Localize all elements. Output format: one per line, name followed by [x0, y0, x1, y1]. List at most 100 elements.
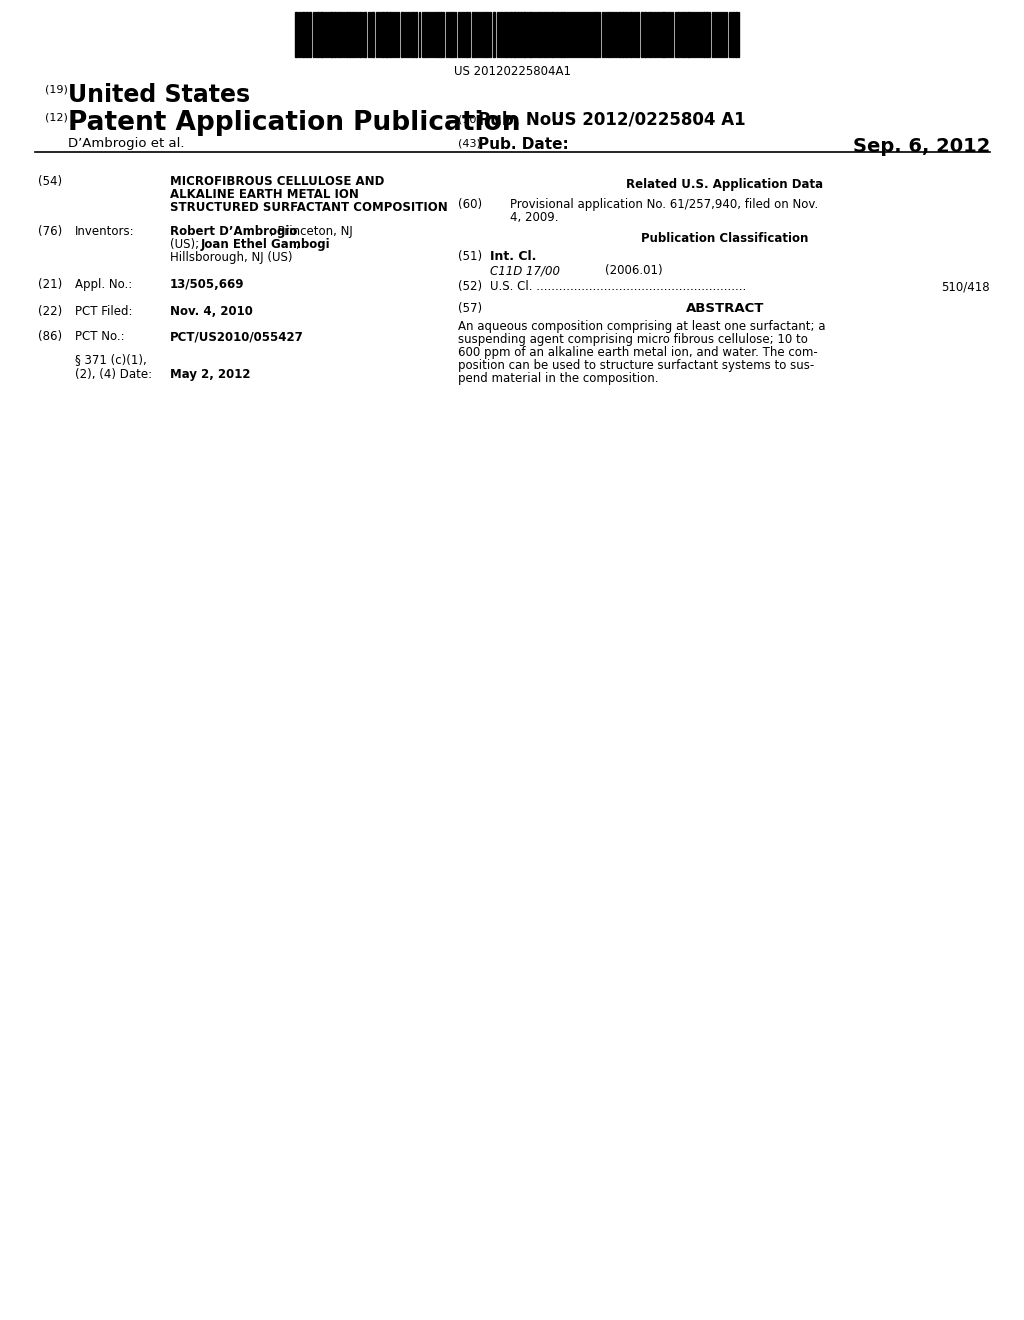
Text: United States: United States — [68, 83, 250, 107]
Bar — [319, 12, 323, 57]
Text: May 2, 2012: May 2, 2012 — [170, 368, 251, 381]
Bar — [703, 12, 705, 57]
Text: An aqueous composition comprising at least one surfactant; a: An aqueous composition comprising at lea… — [458, 319, 825, 333]
Text: pend material in the composition.: pend material in the composition. — [458, 372, 658, 385]
Bar — [485, 12, 487, 57]
Bar — [309, 12, 311, 57]
Bar — [637, 12, 639, 57]
Text: ABSTRACT: ABSTRACT — [686, 302, 764, 315]
Bar — [424, 12, 426, 57]
Text: PCT/US2010/055427: PCT/US2010/055427 — [170, 330, 304, 343]
Bar — [523, 12, 526, 57]
Bar — [306, 12, 308, 57]
Text: (2006.01): (2006.01) — [605, 264, 663, 277]
Bar — [539, 12, 541, 57]
Text: Sep. 6, 2012: Sep. 6, 2012 — [853, 137, 990, 156]
Bar — [440, 12, 442, 57]
Bar — [352, 12, 354, 57]
Text: ,: , — [295, 238, 299, 251]
Text: Pub. No.:: Pub. No.: — [478, 111, 570, 129]
Bar — [385, 12, 388, 57]
Bar — [735, 12, 737, 57]
Text: (86): (86) — [38, 330, 62, 343]
Bar — [520, 12, 522, 57]
Text: § 371 (c)(1),: § 371 (c)(1), — [75, 352, 146, 366]
Text: Patent Application Publication: Patent Application Publication — [68, 110, 520, 136]
Bar — [382, 12, 384, 57]
Text: PCT No.:: PCT No.: — [75, 330, 125, 343]
Bar — [359, 12, 361, 57]
Bar — [364, 12, 366, 57]
Text: (US);: (US); — [170, 238, 203, 251]
Bar — [641, 12, 643, 57]
Text: (54): (54) — [38, 176, 62, 187]
Bar — [334, 12, 336, 57]
Bar — [517, 12, 519, 57]
Bar — [415, 12, 417, 57]
Bar — [625, 12, 627, 57]
Text: (52): (52) — [458, 280, 482, 293]
Bar — [608, 12, 610, 57]
Text: Provisional application No. 61/257,940, filed on Nov.: Provisional application No. 61/257,940, … — [510, 198, 818, 211]
Text: 13/505,669: 13/505,669 — [170, 279, 245, 290]
Text: Robert D’Ambrogio: Robert D’Ambrogio — [170, 224, 297, 238]
Bar — [649, 12, 651, 57]
Text: (22): (22) — [38, 305, 62, 318]
Bar — [618, 12, 621, 57]
Text: , Princeton, NJ: , Princeton, NJ — [270, 224, 352, 238]
Text: Related U.S. Application Data: Related U.S. Application Data — [627, 178, 823, 191]
Bar — [662, 12, 665, 57]
Text: Joan Ethel Gambogi: Joan Ethel Gambogi — [201, 238, 331, 251]
Text: suspending agent comprising micro fibrous cellulose; 10 to: suspending agent comprising micro fibrou… — [458, 333, 808, 346]
Bar — [630, 12, 632, 57]
Bar — [529, 12, 532, 57]
Text: Nov. 4, 2010: Nov. 4, 2010 — [170, 305, 253, 318]
Bar — [330, 12, 333, 57]
Bar — [372, 12, 374, 57]
Text: PCT Filed:: PCT Filed: — [75, 305, 132, 318]
Bar — [706, 12, 708, 57]
Text: (57): (57) — [458, 302, 482, 315]
Text: (76): (76) — [38, 224, 62, 238]
Text: 4, 2009.: 4, 2009. — [510, 211, 558, 224]
Bar — [466, 12, 468, 57]
Bar — [346, 12, 348, 57]
Text: US 2012/0225804 A1: US 2012/0225804 A1 — [551, 111, 745, 129]
Text: (21): (21) — [38, 279, 62, 290]
Text: (51): (51) — [458, 249, 482, 263]
Bar — [551, 12, 553, 57]
Text: (2), (4) Date:: (2), (4) Date: — [75, 368, 153, 381]
Text: C11D 17/00: C11D 17/00 — [490, 264, 560, 277]
Bar — [493, 12, 495, 57]
Bar — [544, 12, 546, 57]
Bar — [505, 12, 507, 57]
Text: 510/418: 510/418 — [941, 280, 990, 293]
Text: (43): (43) — [458, 139, 481, 148]
Bar — [560, 12, 562, 57]
Bar — [677, 12, 679, 57]
Bar — [412, 12, 414, 57]
Text: Hillsborough, NJ (US): Hillsborough, NJ (US) — [170, 251, 293, 264]
Text: US 20120225804A1: US 20120225804A1 — [454, 65, 570, 78]
Bar — [622, 12, 624, 57]
Bar — [295, 12, 297, 57]
Text: ALKALINE EARTH METAL ION: ALKALINE EARTH METAL ION — [170, 187, 358, 201]
Bar — [339, 12, 341, 57]
Text: Pub. Date:: Pub. Date: — [478, 137, 568, 152]
Bar — [349, 12, 351, 57]
Bar — [437, 12, 439, 57]
Bar — [472, 12, 474, 57]
Text: Publication Classification: Publication Classification — [641, 232, 809, 246]
Bar — [513, 12, 516, 57]
Bar — [302, 12, 305, 57]
Bar — [450, 12, 452, 57]
Bar — [594, 12, 596, 57]
Text: MICROFIBROUS CELLULOSE AND: MICROFIBROUS CELLULOSE AND — [170, 176, 384, 187]
Text: STRUCTURED SURFACTANT COMPOSITION: STRUCTURED SURFACTANT COMPOSITION — [170, 201, 447, 214]
Text: position can be used to structure surfactant systems to sus-: position can be used to structure surfac… — [458, 359, 814, 372]
Text: (12): (12) — [45, 112, 68, 121]
Text: Inventors:: Inventors: — [75, 224, 134, 238]
Bar — [510, 12, 512, 57]
Text: U.S. Cl. ........................................................: U.S. Cl. ...............................… — [490, 280, 746, 293]
Text: (10): (10) — [458, 114, 480, 124]
